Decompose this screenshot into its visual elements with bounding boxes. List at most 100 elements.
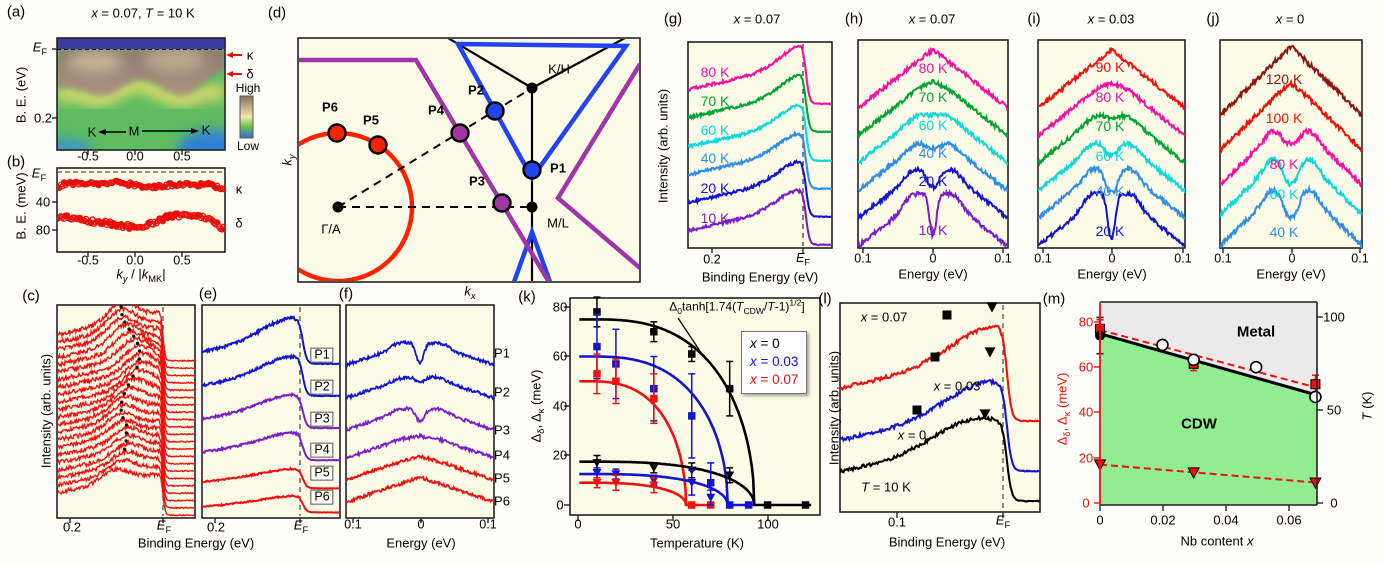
panel-l-xlabel: Binding Energy (eV): [888, 534, 1006, 550]
panel-f-curve-label-p6: P6: [494, 493, 510, 509]
panel-f-curve-label-p5: P5: [494, 470, 510, 486]
phase-boundary-line: [1099, 332, 1318, 397]
panel-b-xtick: -0.5: [77, 253, 99, 268]
panel-a-xtick: 0.0: [126, 149, 144, 164]
panel-m-xlabel: Nb content x: [1180, 533, 1254, 549]
panel-b-ytick-40: 40: [35, 194, 51, 210]
panel-f-curve-label-p2: P2: [494, 384, 510, 400]
point-label-p3: P3: [469, 173, 485, 189]
curve-label-h-20K: 20 K: [918, 172, 948, 189]
point-label-p2: P2: [468, 82, 484, 98]
legend-entry-blue: x = 0.03: [750, 354, 799, 370]
panel-f-xtick: 0.1: [344, 517, 362, 532]
panel-l-ylabel: Intensity (arb. units): [826, 350, 842, 466]
panel-f-xtick: 0.1: [479, 517, 497, 532]
panel-a-inner-m: M: [128, 123, 140, 139]
curve-label-80K: 80 K: [700, 63, 730, 80]
panel-k-fit-formula: Δ0tanh[1.74(TCDW/T-1)1/2]: [669, 297, 805, 316]
panel-l-xtick-ef: EF: [995, 512, 1011, 531]
panel-l-label: (l): [818, 290, 832, 308]
fermi-surface-diagram: [299, 39, 639, 281]
arpes-intensity-map: [57, 38, 225, 150]
panel-d-label: (d): [267, 4, 287, 22]
panel-m-xtick: 0: [1096, 512, 1104, 528]
panel-i-label: (i): [1027, 10, 1041, 28]
curve-label-60K: 60 K: [700, 121, 730, 138]
curve-label-h-10K: 10 K: [918, 221, 948, 238]
curve-label-i-70K: 70 K: [1095, 117, 1125, 134]
panel-k-legend: x = 0 x = 0.03 x = 0.07: [741, 331, 808, 394]
panel-k-ytick: 20: [552, 447, 568, 463]
panel-e-curve-label-p5: P5: [310, 465, 334, 481]
curve-label-h-70K: 70 K: [918, 88, 948, 105]
panel-m-ytick-right: 100: [1323, 309, 1345, 325]
curve-label-j-60K: 60 K: [1269, 185, 1299, 202]
panel-b-xtick: 0.5: [173, 253, 191, 268]
panel-e-xtick: 0.2: [206, 519, 226, 535]
panel-k-xtick: 50: [665, 516, 681, 532]
panel-k-ylabel: Δδ, Δκ (meV): [528, 369, 547, 443]
panel-i-xtick: 0.1: [1174, 251, 1192, 266]
panel-k-ytick: 40: [552, 398, 568, 414]
panel-l-curve-label-x003: x = 0.03: [933, 378, 981, 394]
panel-c-xtick: 0.2: [62, 519, 82, 535]
colorbar-low-label: Low: [236, 138, 260, 153]
panel-f-label: (f): [338, 285, 354, 303]
panel-d-kx-label: kx: [464, 283, 476, 302]
panel-m-ytick-left: 40: [1078, 404, 1094, 420]
panel-b-label: (b): [6, 153, 26, 171]
panel-e-curve-label-p3: P3: [310, 411, 334, 427]
panel-b-kappa-label: κ: [235, 181, 243, 197]
panel-b-xlabel: ky / |kMK|: [116, 266, 166, 285]
legend-entry-red: x = 0.07: [750, 372, 799, 388]
panel-k-ytick: 0: [556, 497, 564, 513]
panel-j-label: (j): [1206, 10, 1220, 28]
panel-j-title: x = 0: [1275, 11, 1305, 27]
curve-label-j-40K: 40 K: [1269, 223, 1299, 240]
point-label-p4: P4: [428, 102, 444, 118]
panel-a-xtick: -0.5: [77, 149, 99, 164]
curve-label-j-100K: 100 K: [1265, 109, 1303, 126]
panel-m-label: (m): [1042, 290, 1066, 308]
panel-a-title: x = 0.07, T = 10 K: [91, 5, 195, 21]
panel-c-label: (c): [22, 287, 40, 305]
panel-e-curve-label-p6: P6: [310, 489, 334, 505]
panel-g-xtick: 0.2: [703, 252, 721, 267]
metal-region: [1100, 302, 1317, 396]
panel-e-curve-label-p4: P4: [310, 442, 334, 458]
panel-k-xtick: 100: [757, 516, 779, 532]
panel-m-ytick-left: 80: [1078, 314, 1094, 330]
panel-g-curves: [688, 44, 832, 247]
panel-f-frame: [345, 304, 495, 519]
panel-g-xlabel: Binding Energy (eV): [701, 269, 819, 285]
panel-g-ylabel: Intensity (arb. units): [655, 88, 671, 204]
panel-m-ytick-right: 50: [1326, 402, 1342, 418]
colorbar-high-label: High: [235, 80, 261, 95]
region-label-cdw: CDW: [1181, 415, 1217, 433]
panel-m-xtick: 0.04: [1213, 512, 1239, 528]
panel-m-xtick: 0.02: [1150, 512, 1176, 528]
panel-a-inner-k-left: K: [87, 124, 97, 140]
panel-a-kappa-label: κ: [246, 47, 254, 63]
panel-i-xtick: 0: [1108, 251, 1116, 266]
region-label-metal: Metal: [1236, 323, 1276, 341]
panel-j-xtick: 0.1: [1351, 251, 1369, 266]
point-label-ml: M/L: [547, 215, 569, 231]
panel-g-title: x = 0.07: [733, 11, 781, 27]
panel-f-curve-label-p3: P3: [494, 422, 510, 438]
panel-d-ky-label: ky: [279, 154, 298, 166]
panel-k-ytick: 80: [552, 299, 568, 315]
panel-b-delta-label: δ: [235, 215, 243, 231]
panel-a-label: (a): [6, 3, 26, 21]
panel-c-ylabel: Intensity (arb. units): [38, 353, 54, 469]
panel-j-xtick: 0: [1288, 251, 1296, 266]
panel-m-xtick: 0.06: [1276, 512, 1302, 528]
panel-f-curves: [346, 339, 494, 504]
panel-l-curves: [840, 305, 1040, 510]
panel-b-ylabel: B. E. (meV): [13, 172, 29, 240]
panel-i-title: x = 0.03: [1087, 11, 1135, 27]
panel-e-curve-label-p1: P1: [310, 347, 334, 363]
panel-h-label: (h): [844, 10, 864, 28]
panel-l-curve-label-x007: x = 0.07: [860, 309, 908, 325]
